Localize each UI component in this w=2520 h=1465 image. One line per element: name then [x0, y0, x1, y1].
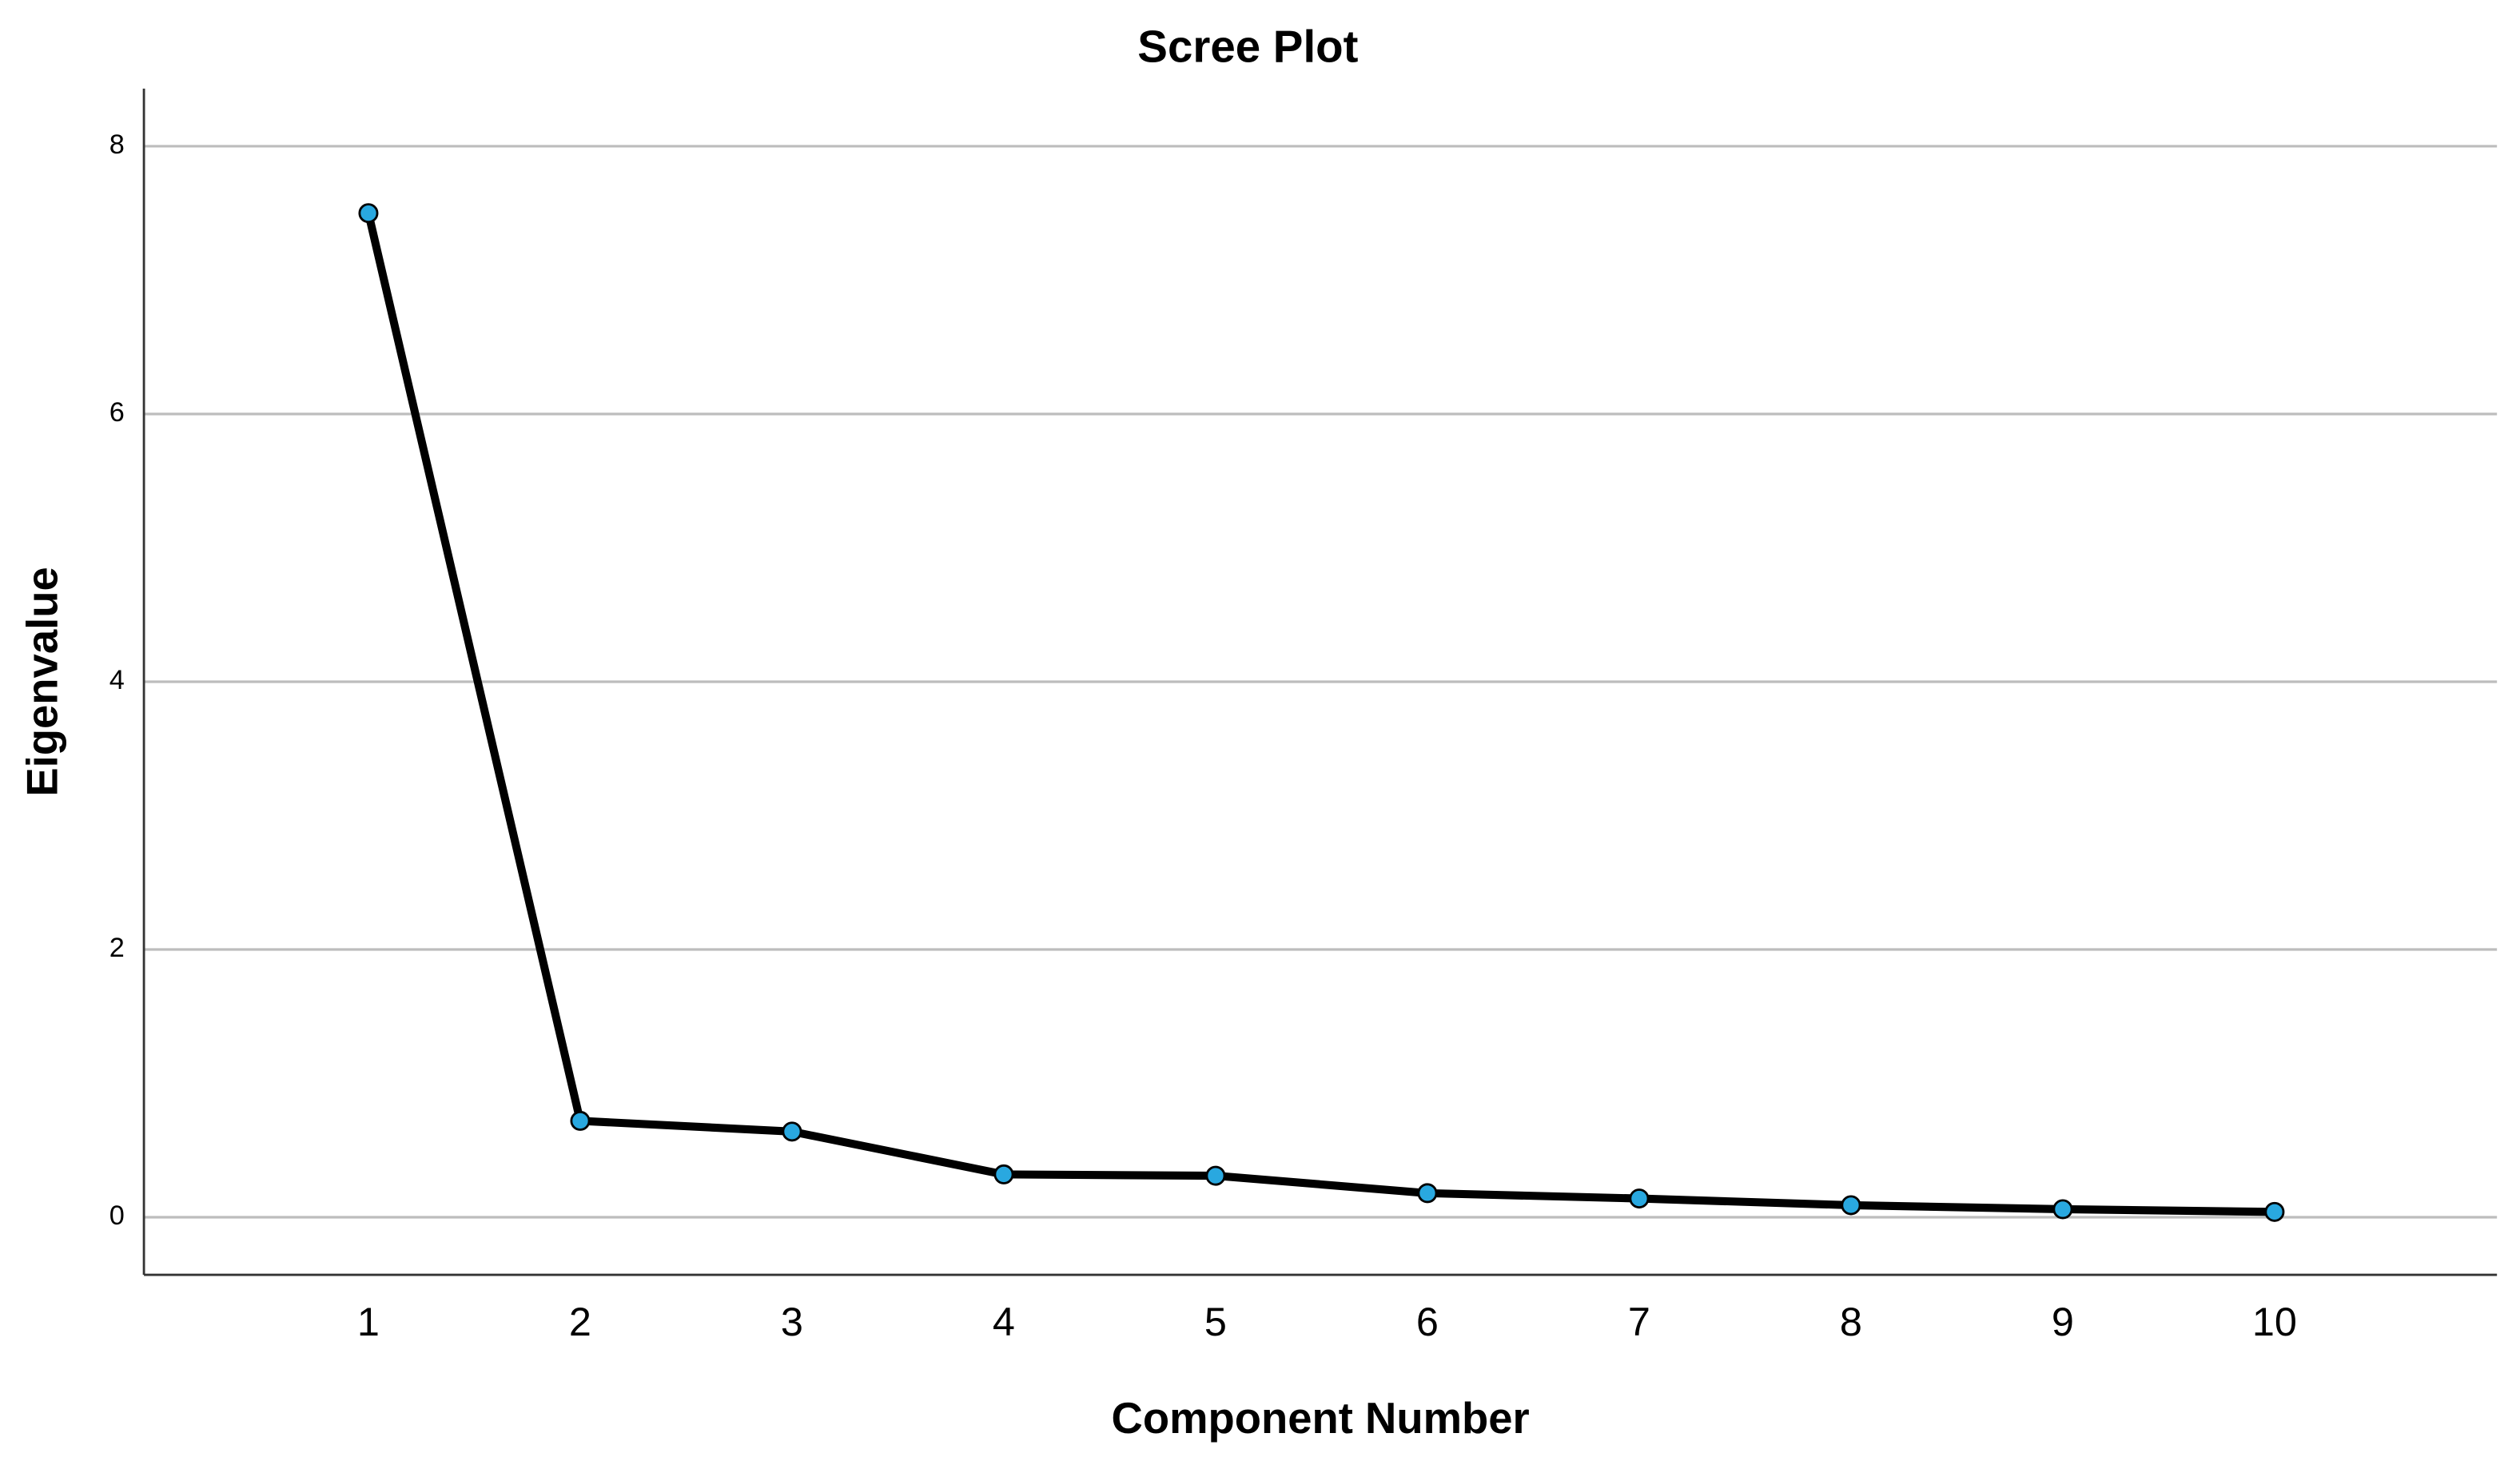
data-point — [2264, 1201, 2285, 1222]
y-tick-label: 8 — [109, 129, 125, 160]
chart-title: Scree Plot — [1137, 21, 1358, 71]
y-tick-label: 2 — [109, 933, 125, 963]
series-line — [364, 212, 2275, 1216]
y-tick-label: 6 — [109, 397, 125, 428]
data-point — [2052, 1199, 2073, 1220]
data-point — [1205, 1165, 1226, 1186]
data-point — [570, 1110, 591, 1131]
data-point — [782, 1121, 802, 1142]
data-point — [993, 1164, 1014, 1184]
y-axis-label: Eigenvalue — [18, 567, 66, 796]
data-point — [1417, 1183, 1438, 1204]
x-tick-label: 1 — [357, 1299, 380, 1344]
x-tick-label: 6 — [1416, 1299, 1439, 1344]
data-point — [358, 203, 379, 224]
x-tick-label: 7 — [1628, 1299, 1650, 1344]
y-tick-label: 0 — [109, 1200, 125, 1231]
x-tick-label: 10 — [2252, 1299, 2297, 1344]
x-tick-label: 2 — [569, 1299, 591, 1344]
x-tick-label: 5 — [1204, 1299, 1227, 1344]
x-tick-label: 3 — [781, 1299, 803, 1344]
x-tick-label: 9 — [2052, 1299, 2074, 1344]
data-point — [1629, 1188, 1650, 1209]
x-tick-label: 4 — [993, 1299, 1015, 1344]
y-tick-label: 4 — [109, 665, 125, 695]
data-point — [1841, 1195, 1861, 1216]
x-tick-label: 8 — [1840, 1299, 1862, 1344]
x-axis-label: Component Number — [1112, 1394, 1530, 1443]
